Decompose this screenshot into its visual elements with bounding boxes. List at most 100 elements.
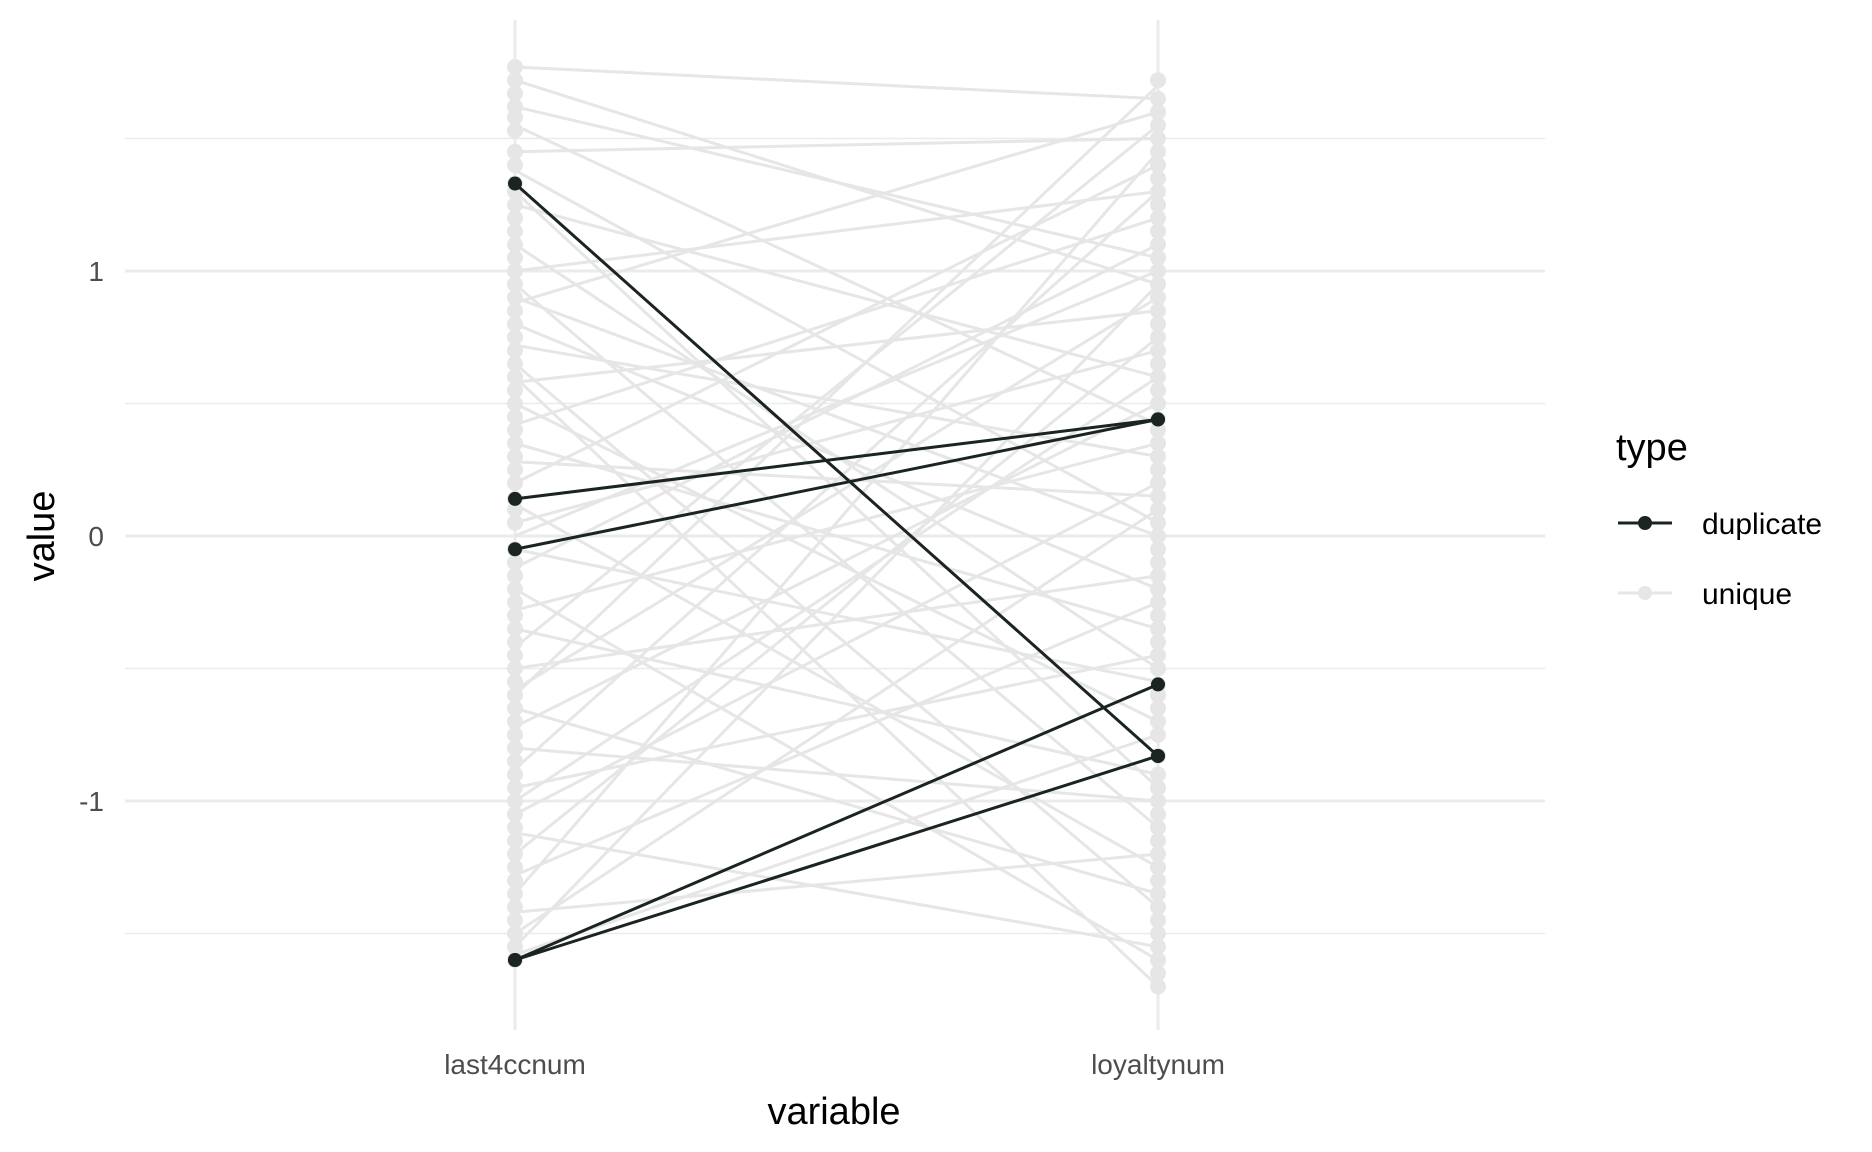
unique-point-last4ccnum xyxy=(507,806,523,823)
unique-point-loyaltynum xyxy=(1150,382,1166,399)
unique-point-loyaltynum xyxy=(1150,912,1166,929)
unique-point-last4ccnum xyxy=(507,554,523,571)
unique-line xyxy=(513,84,1160,697)
unique-line xyxy=(514,336,1159,856)
unique-point-loyaltynum xyxy=(1150,342,1166,359)
unique-line xyxy=(513,190,1160,771)
unique-point-loyaltynum xyxy=(1150,329,1166,346)
unique-line xyxy=(514,123,1159,427)
unique-point-loyaltynum xyxy=(1150,819,1166,836)
unique-line xyxy=(514,362,1159,909)
duplicate-point-last4ccnum xyxy=(508,542,522,557)
unique-point-last4ccnum xyxy=(507,196,523,213)
unique-point-loyaltynum xyxy=(1150,130,1166,147)
unique-point-loyaltynum xyxy=(1150,594,1166,611)
unique-point-loyaltynum xyxy=(1150,448,1166,465)
unique-point-loyaltynum xyxy=(1150,978,1166,995)
unique-series-layer xyxy=(513,65,1160,988)
unique-point-loyaltynum xyxy=(1150,607,1166,624)
unique-point-last4ccnum xyxy=(507,687,523,703)
unique-line xyxy=(514,322,1159,591)
unique-line xyxy=(514,110,1159,305)
legend-key-dot-unique xyxy=(1638,586,1652,600)
unique-point-loyaltynum xyxy=(1150,488,1166,505)
unique-point-last4ccnum xyxy=(507,157,523,173)
unique-point-loyaltynum xyxy=(1150,461,1166,478)
unique-point-loyaltynum xyxy=(1150,210,1166,226)
unique-point-loyaltynum xyxy=(1150,289,1166,306)
unique-point-last4ccnum xyxy=(507,475,523,491)
unique-line xyxy=(514,733,1159,957)
y-axis-title: value xyxy=(21,491,63,582)
unique-line xyxy=(514,309,1159,384)
unique-point-loyaltynum xyxy=(1150,528,1166,544)
unique-point-last4ccnum xyxy=(507,634,523,650)
unique-line xyxy=(514,190,1159,273)
unique-point-loyaltynum xyxy=(1150,793,1166,809)
unique-point-last4ccnum xyxy=(507,885,523,902)
unique-line xyxy=(514,296,1159,691)
unique-point-last4ccnum xyxy=(507,461,523,478)
unique-line xyxy=(513,150,1160,895)
unique-point-loyaltynum xyxy=(1150,859,1166,876)
unique-point-last4ccnum xyxy=(507,210,523,226)
unique-point-last4ccnum xyxy=(507,753,523,770)
unique-point-last4ccnum xyxy=(507,938,523,955)
unique-point-loyaltynum xyxy=(1150,620,1166,637)
unique-point-last4ccnum xyxy=(507,859,523,876)
unique-line xyxy=(514,852,1159,914)
unique-point-loyaltynum xyxy=(1150,302,1166,319)
unique-line xyxy=(514,105,1159,260)
unique-point-loyaltynum xyxy=(1150,567,1166,584)
unique-point-last4ccnum xyxy=(507,395,523,412)
unique-point-last4ccnum xyxy=(507,700,523,717)
unique-point-loyaltynum xyxy=(1150,832,1166,849)
legend: type duplicate unique xyxy=(1616,427,1822,611)
unique-point-last4ccnum xyxy=(507,302,523,319)
unique-line xyxy=(514,137,1159,154)
unique-line xyxy=(514,269,1159,538)
legend-title: type xyxy=(1616,427,1688,469)
unique-point-last4ccnum xyxy=(507,740,523,756)
unique-point-loyaltynum xyxy=(1150,90,1166,107)
unique-line xyxy=(514,481,1159,816)
unique-point-last4ccnum xyxy=(507,448,523,465)
unique-point-loyaltynum xyxy=(1150,925,1166,942)
duplicate-line xyxy=(514,754,1159,962)
unique-point-last4ccnum xyxy=(507,369,523,385)
unique-point-loyaltynum xyxy=(1150,713,1166,730)
unique-line xyxy=(514,283,1159,829)
unique-point-loyaltynum xyxy=(1150,779,1166,796)
unique-point-last4ccnum xyxy=(507,925,523,942)
unique-point-loyaltynum xyxy=(1150,435,1166,452)
unique-point-last4ccnum xyxy=(507,109,523,126)
unique-point-loyaltynum xyxy=(1150,952,1166,968)
unique-point-loyaltynum xyxy=(1150,726,1166,743)
unique-line xyxy=(514,574,1159,670)
unique-point-last4ccnum xyxy=(507,607,523,624)
duplicate-point-loyaltynum xyxy=(1151,677,1165,692)
unique-point-loyaltynum xyxy=(1150,369,1166,385)
unique-line xyxy=(514,627,1159,776)
unique-point-last4ccnum xyxy=(507,249,523,266)
unique-point-last4ccnum xyxy=(507,289,523,306)
unique-line xyxy=(514,343,1159,458)
unique-point-loyaltynum xyxy=(1150,157,1166,173)
unique-point-last4ccnum xyxy=(507,620,523,637)
unique-line xyxy=(514,124,1159,649)
unique-line xyxy=(514,243,1159,570)
legend-label-duplicate: duplicate xyxy=(1702,508,1822,541)
duplicate-point-loyaltynum xyxy=(1151,748,1165,763)
unique-line xyxy=(513,375,1160,988)
unique-point-loyaltynum xyxy=(1150,938,1166,955)
unique-point-loyaltynum xyxy=(1150,72,1166,89)
unique-point-last4ccnum xyxy=(507,316,523,332)
unique-point-loyaltynum xyxy=(1150,581,1166,597)
unique-point-last4ccnum xyxy=(507,713,523,730)
unique-line xyxy=(514,746,1159,803)
x-axis-title: variable xyxy=(767,1091,900,1133)
unique-point-loyaltynum xyxy=(1150,395,1166,412)
unique-point-loyaltynum xyxy=(1150,554,1166,571)
unique-point-last4ccnum xyxy=(507,85,523,102)
